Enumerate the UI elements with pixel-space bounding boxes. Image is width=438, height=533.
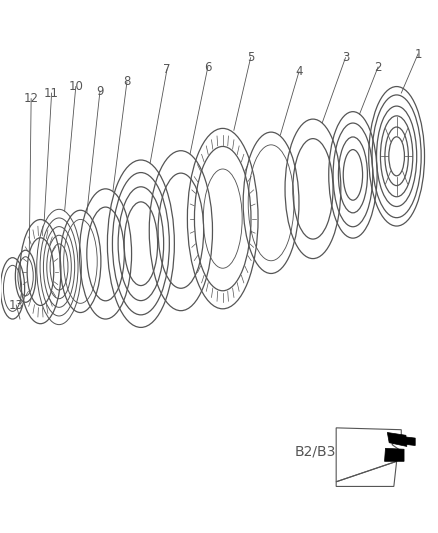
- Text: 1: 1: [414, 47, 422, 61]
- Text: 3: 3: [342, 51, 349, 64]
- Text: 13: 13: [9, 298, 24, 312]
- Text: 2: 2: [374, 61, 382, 74]
- Text: 7: 7: [163, 63, 171, 76]
- Text: 6: 6: [204, 61, 212, 74]
- Text: 5: 5: [247, 51, 254, 64]
- Polygon shape: [385, 448, 404, 462]
- Polygon shape: [399, 436, 415, 446]
- Text: 9: 9: [96, 85, 104, 98]
- Text: 12: 12: [24, 92, 39, 105]
- Text: 4: 4: [295, 65, 303, 78]
- Text: 8: 8: [123, 75, 131, 88]
- Text: B2/B3: B2/B3: [294, 444, 336, 458]
- Text: 10: 10: [68, 80, 83, 93]
- Polygon shape: [387, 432, 407, 447]
- Text: 11: 11: [44, 86, 59, 100]
